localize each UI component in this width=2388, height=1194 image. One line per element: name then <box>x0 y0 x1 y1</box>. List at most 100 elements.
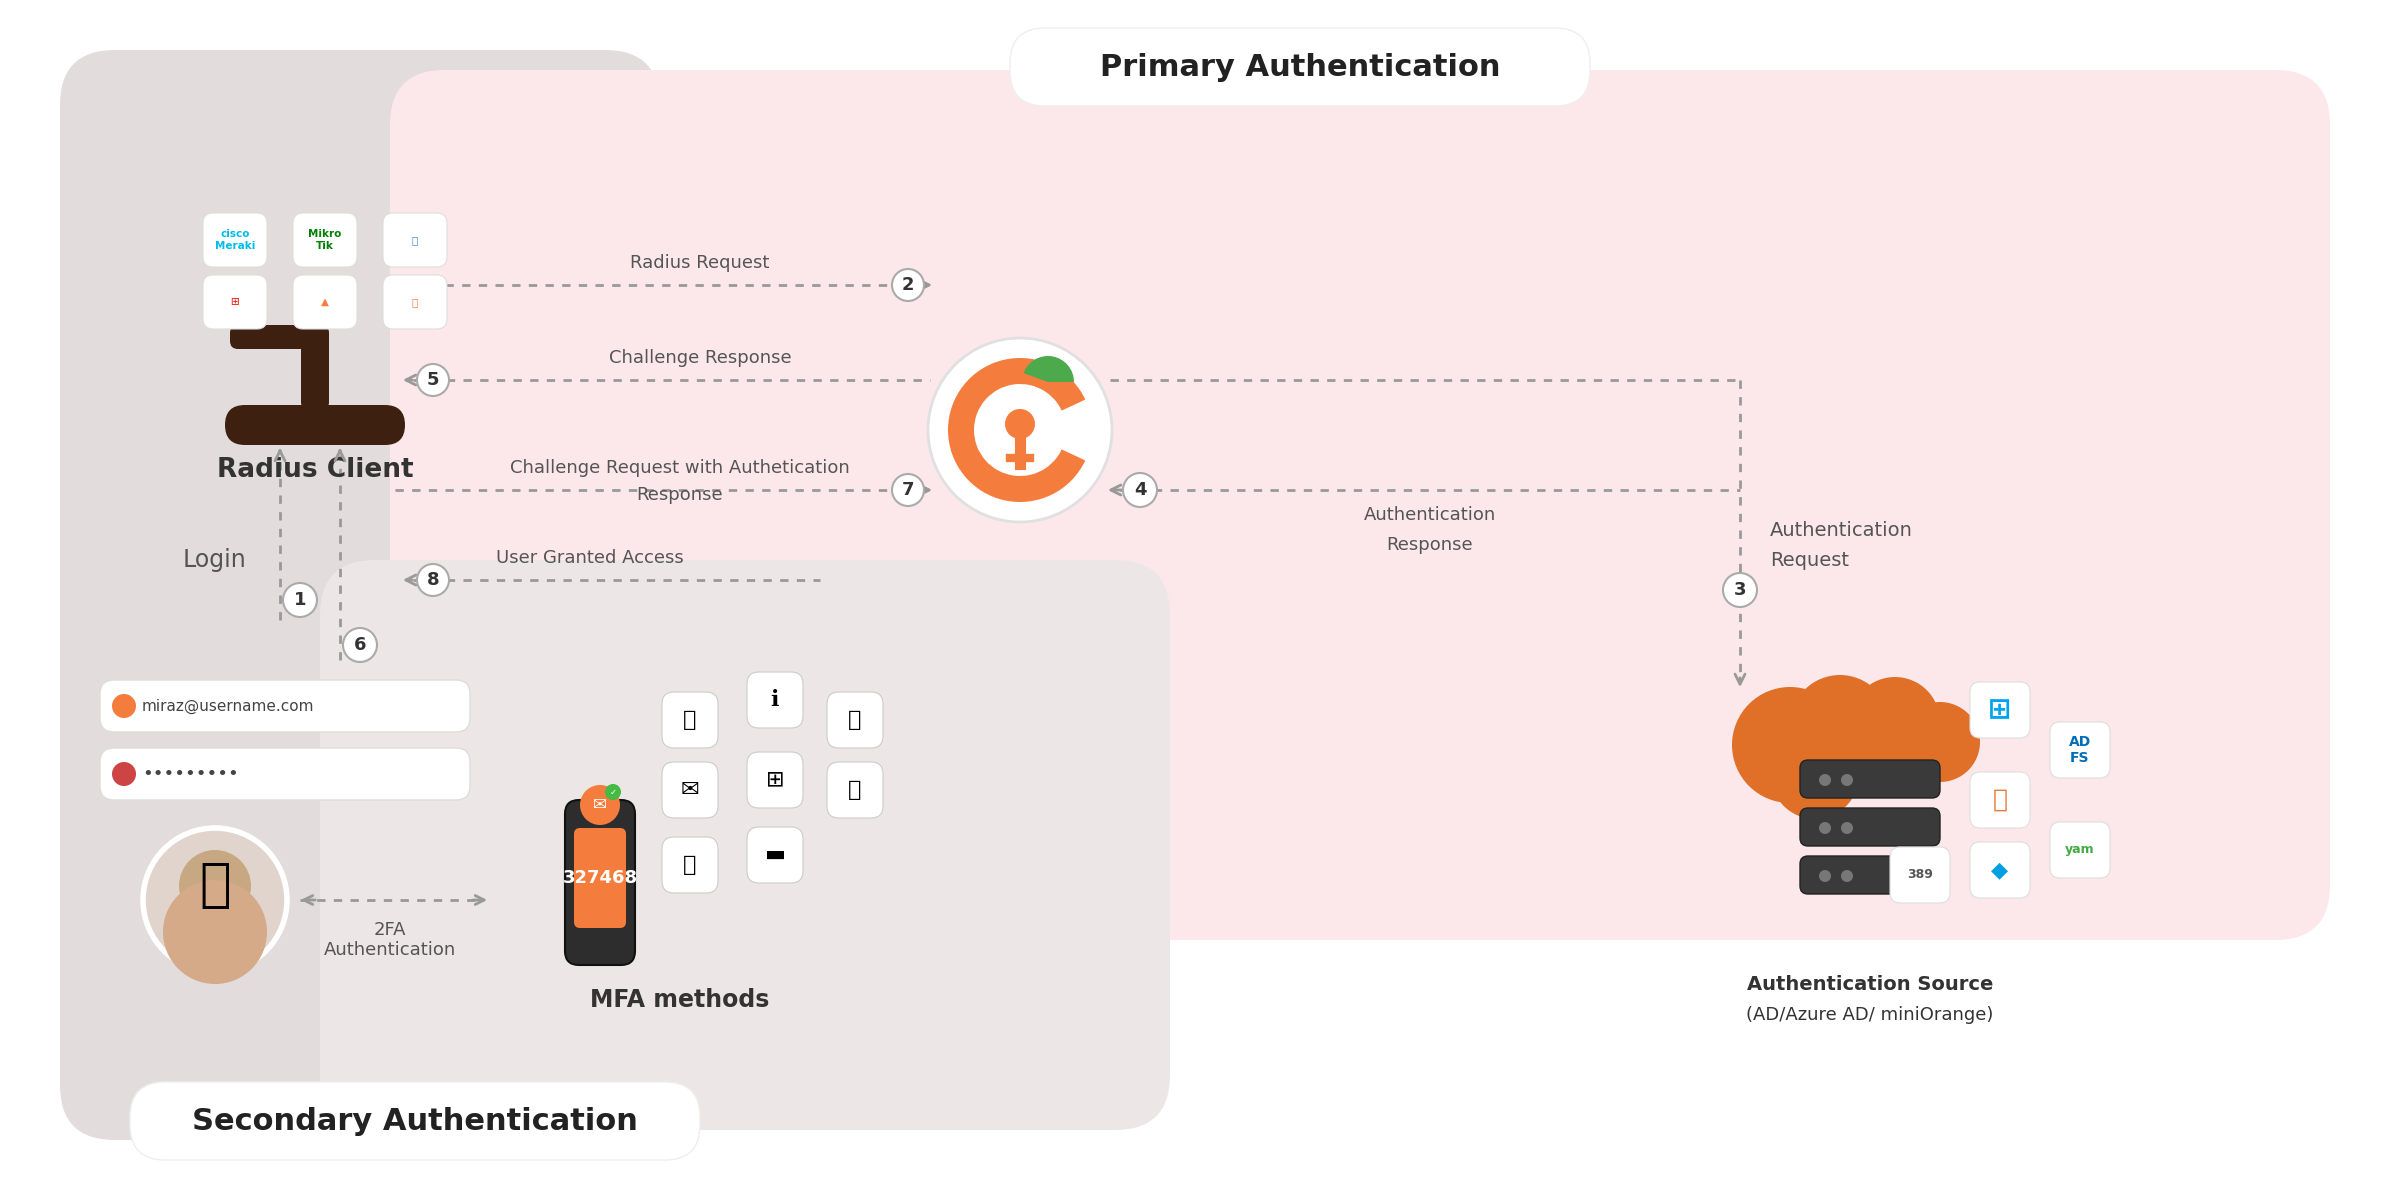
Circle shape <box>1901 702 1980 782</box>
Circle shape <box>179 850 251 922</box>
FancyBboxPatch shape <box>661 837 719 893</box>
Circle shape <box>1841 774 1853 786</box>
FancyBboxPatch shape <box>747 672 802 728</box>
Wedge shape <box>1024 356 1075 382</box>
Text: 6: 6 <box>353 636 365 654</box>
Circle shape <box>1841 870 1853 882</box>
Text: User Granted Access: User Granted Access <box>497 549 683 567</box>
Text: Radius Request: Radius Request <box>630 254 769 272</box>
Circle shape <box>418 564 449 596</box>
Text: ⊞: ⊞ <box>767 770 783 790</box>
Text: 🔄: 🔄 <box>683 855 697 875</box>
Text: 2FA
Authentication: 2FA Authentication <box>325 921 456 960</box>
Text: 389: 389 <box>1908 868 1932 881</box>
Circle shape <box>1820 821 1832 833</box>
FancyBboxPatch shape <box>661 762 719 818</box>
FancyBboxPatch shape <box>129 1082 700 1161</box>
FancyBboxPatch shape <box>2049 821 2111 878</box>
FancyBboxPatch shape <box>747 827 802 884</box>
Text: ⊞: ⊞ <box>232 297 239 307</box>
Circle shape <box>344 628 377 661</box>
Text: 8: 8 <box>427 571 439 589</box>
FancyBboxPatch shape <box>203 275 267 330</box>
Text: ✉: ✉ <box>681 780 700 800</box>
Text: 3: 3 <box>1734 581 1746 599</box>
Text: ℹ: ℹ <box>771 690 778 710</box>
Text: 327468: 327468 <box>564 869 638 887</box>
Circle shape <box>580 784 621 825</box>
Text: ⏱: ⏱ <box>1992 788 2008 812</box>
Text: Authentication: Authentication <box>1770 521 1913 540</box>
FancyBboxPatch shape <box>1970 842 2030 898</box>
FancyBboxPatch shape <box>60 50 659 1140</box>
Text: Challenge Request with Authetication: Challenge Request with Authetication <box>511 458 850 476</box>
FancyBboxPatch shape <box>573 827 626 928</box>
Text: ⏱: ⏱ <box>848 780 862 800</box>
FancyBboxPatch shape <box>1970 682 2030 738</box>
Text: miraz@username.com: miraz@username.com <box>141 698 315 714</box>
Text: (AD/Azure AD/ miniOrange): (AD/Azure AD/ miniOrange) <box>1746 1007 1994 1024</box>
Circle shape <box>112 762 136 786</box>
Circle shape <box>1851 677 1939 767</box>
Text: 🌐: 🌐 <box>411 235 418 245</box>
FancyBboxPatch shape <box>382 213 447 267</box>
FancyBboxPatch shape <box>1801 761 1939 798</box>
Text: ✓: ✓ <box>609 788 616 796</box>
Text: AD
FS: AD FS <box>2068 734 2092 765</box>
Text: 📞: 📞 <box>683 710 697 730</box>
FancyBboxPatch shape <box>1010 27 1590 106</box>
Text: Response: Response <box>1387 536 1473 554</box>
Circle shape <box>893 269 924 301</box>
Text: Radius Client: Radius Client <box>217 457 413 484</box>
Circle shape <box>1841 821 1853 833</box>
Text: Secondary Authentication: Secondary Authentication <box>191 1107 638 1135</box>
Text: ▲: ▲ <box>320 297 330 307</box>
FancyBboxPatch shape <box>229 325 308 349</box>
Text: Mikro
Tik: Mikro Tik <box>308 229 341 251</box>
FancyBboxPatch shape <box>566 800 635 965</box>
Text: ▬: ▬ <box>764 845 786 864</box>
FancyBboxPatch shape <box>1801 808 1939 847</box>
Text: 2: 2 <box>903 276 915 294</box>
Text: yam: yam <box>2066 843 2094 856</box>
Text: 5: 5 <box>427 371 439 389</box>
Text: Challenge Response: Challenge Response <box>609 349 790 367</box>
Circle shape <box>112 694 136 718</box>
FancyBboxPatch shape <box>301 325 330 410</box>
Text: 7: 7 <box>903 481 915 499</box>
FancyBboxPatch shape <box>294 213 356 267</box>
Text: Primary Authentication: Primary Authentication <box>1101 53 1500 81</box>
Circle shape <box>162 880 267 984</box>
FancyBboxPatch shape <box>294 275 356 330</box>
Circle shape <box>1820 870 1832 882</box>
Circle shape <box>143 827 287 972</box>
Circle shape <box>418 364 449 396</box>
Text: 1: 1 <box>294 591 306 609</box>
Circle shape <box>1724 573 1758 607</box>
Text: MFA methods: MFA methods <box>590 987 769 1013</box>
Circle shape <box>1772 731 1858 819</box>
Circle shape <box>929 338 1113 522</box>
Circle shape <box>1731 687 1848 804</box>
FancyBboxPatch shape <box>382 275 447 330</box>
FancyBboxPatch shape <box>389 70 2331 940</box>
FancyBboxPatch shape <box>826 693 884 747</box>
FancyBboxPatch shape <box>224 405 406 445</box>
Text: ⊞: ⊞ <box>1989 696 2011 724</box>
Wedge shape <box>948 358 1084 501</box>
Text: Authentication Source: Authentication Source <box>1746 975 1994 995</box>
Text: 👤: 👤 <box>198 858 232 911</box>
Text: Login: Login <box>184 548 246 572</box>
Text: Authentication: Authentication <box>1364 506 1497 524</box>
FancyBboxPatch shape <box>1970 773 2030 827</box>
Wedge shape <box>974 384 1065 476</box>
Circle shape <box>1791 675 1889 775</box>
Text: 👆: 👆 <box>848 710 862 730</box>
FancyBboxPatch shape <box>826 762 884 818</box>
Circle shape <box>1005 410 1034 439</box>
FancyBboxPatch shape <box>661 693 719 747</box>
Text: Response: Response <box>638 486 724 504</box>
FancyBboxPatch shape <box>1801 856 1939 894</box>
FancyBboxPatch shape <box>100 681 470 732</box>
Text: cisco
Meraki: cisco Meraki <box>215 229 256 251</box>
